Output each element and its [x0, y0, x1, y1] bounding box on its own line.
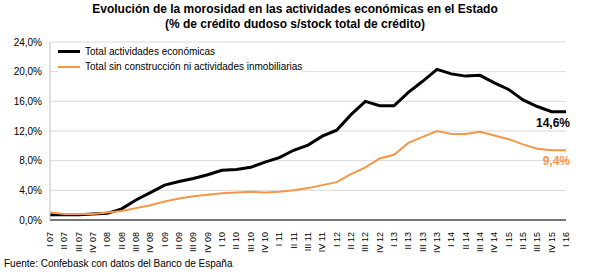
svg-text:14,6%: 14,6% — [536, 116, 570, 130]
svg-text:I 15: I 15 — [504, 232, 514, 247]
svg-text:II 14: II 14 — [461, 232, 471, 250]
svg-text:I 08: I 08 — [102, 232, 112, 247]
svg-text:IV 09: IV 09 — [203, 232, 213, 253]
svg-text:II 09: II 09 — [174, 232, 184, 250]
svg-text:I 09: I 09 — [160, 232, 170, 247]
svg-text:IV 10: IV 10 — [260, 232, 270, 253]
svg-text:20,0%: 20,0% — [14, 66, 42, 77]
svg-text:III 14: III 14 — [475, 232, 485, 252]
svg-text:I 14: I 14 — [446, 232, 456, 247]
html-text:Total sin construcción ni acti: Total sin construcción ni actividades in… — [85, 61, 303, 72]
svg-text:II 15: II 15 — [518, 232, 528, 250]
svg-text:I 16: I 16 — [561, 232, 571, 247]
svg-text:II 10: II 10 — [231, 232, 241, 250]
svg-text:II 08: II 08 — [117, 232, 127, 250]
svg-text:III 09: III 09 — [188, 232, 198, 252]
svg-text:I 07: I 07 — [45, 232, 55, 247]
svg-text:II 11: II 11 — [289, 232, 299, 249]
svg-text:IV 08: IV 08 — [145, 232, 155, 253]
svg-text:III 11: III 11 — [303, 232, 313, 251]
svg-text:16,0%: 16,0% — [14, 96, 42, 107]
html-text:Fuente: Confebask con datos de: Fuente: Confebask con datos del Banco de… — [4, 258, 233, 269]
svg-text:I 13: I 13 — [389, 232, 399, 247]
svg-text:24,0%: 24,0% — [14, 37, 42, 48]
svg-text:II 07: II 07 — [59, 232, 69, 250]
svg-text:III 07: III 07 — [74, 232, 84, 252]
svg-text:0,0%: 0,0% — [19, 215, 42, 226]
svg-text:IV 11: IV 11 — [317, 232, 327, 252]
svg-text:I 11: I 11 — [274, 232, 284, 246]
svg-text:8,0%: 8,0% — [19, 155, 42, 166]
svg-text:III 10: III 10 — [246, 232, 256, 252]
html-text:(% de crédito dudoso s/stock t: (% de crédito dudoso s/stock total de cr… — [165, 17, 425, 31]
svg-text:III 13: III 13 — [418, 232, 428, 252]
svg-text:III 12: III 12 — [360, 232, 370, 252]
svg-text:III 15: III 15 — [532, 232, 542, 252]
svg-text:II 12: II 12 — [346, 232, 356, 250]
svg-text:IV 07: IV 07 — [88, 232, 98, 253]
svg-text:9,4%: 9,4% — [543, 154, 571, 168]
html-text:Evolución de la morosidad en l: Evolución de la morosidad en las activid… — [92, 2, 498, 16]
svg-text:12,0%: 12,0% — [14, 126, 42, 137]
svg-text:IV 15: IV 15 — [547, 232, 557, 253]
svg-text:III 08: III 08 — [131, 232, 141, 252]
svg-text:4,0%: 4,0% — [19, 185, 42, 196]
svg-text:IV 14: IV 14 — [489, 232, 499, 253]
svg-text:I 12: I 12 — [332, 232, 342, 247]
svg-text:II 13: II 13 — [403, 232, 413, 250]
svg-text:IV 13: IV 13 — [432, 232, 442, 253]
svg-text:IV 12: IV 12 — [375, 232, 385, 253]
html-text:Total actividades económicas: Total actividades económicas — [85, 46, 216, 57]
svg-text:I 10: I 10 — [217, 232, 227, 247]
